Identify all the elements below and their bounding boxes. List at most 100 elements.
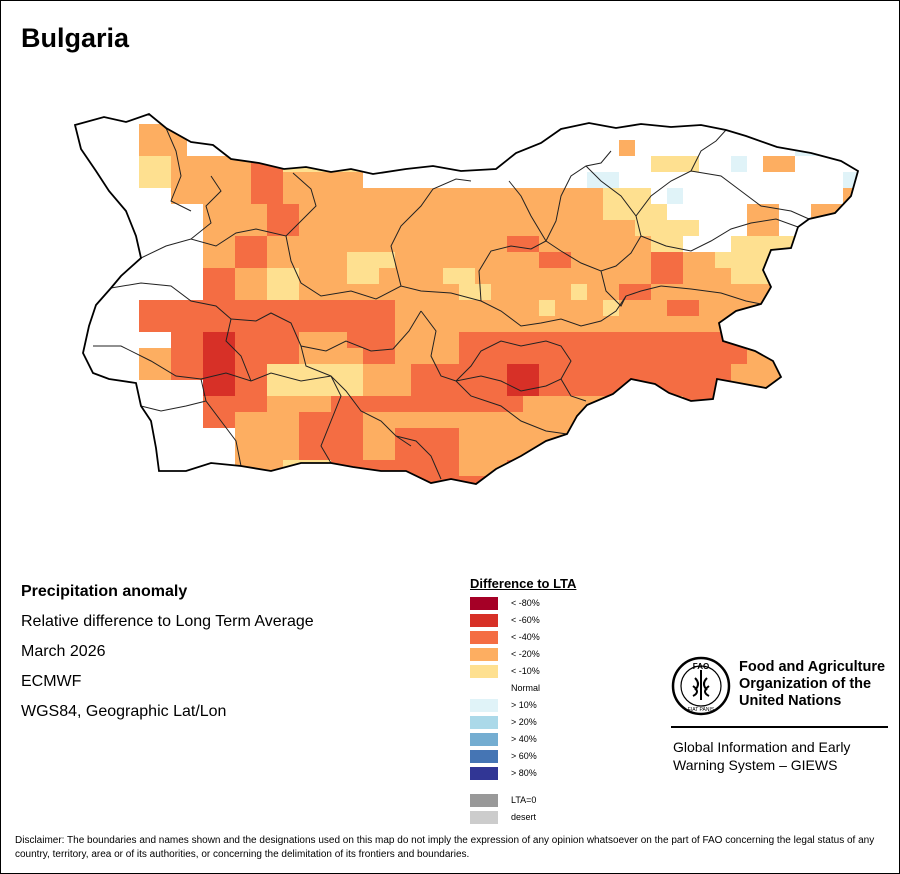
anomaly-cell	[715, 380, 731, 396]
anomaly-cell	[603, 348, 619, 364]
anomaly-cell	[635, 188, 651, 204]
anomaly-cell	[443, 316, 459, 332]
anomaly-cell	[411, 412, 427, 428]
anomaly-cell	[891, 188, 899, 204]
anomaly-cell	[507, 236, 523, 252]
anomaly-cell	[683, 156, 699, 172]
anomaly-cell	[459, 236, 475, 252]
anomaly-cell	[571, 364, 587, 380]
anomaly-cell	[331, 380, 347, 396]
anomaly-cell	[699, 332, 715, 348]
anomaly-cell	[411, 476, 427, 484]
anomaly-cell	[683, 284, 699, 300]
legend-swatch	[470, 794, 498, 807]
anomaly-cell	[843, 140, 858, 156]
anomaly-cell	[555, 380, 571, 396]
anomaly-cell	[379, 268, 395, 284]
anomaly-cell	[315, 268, 331, 284]
anomaly-cell	[667, 316, 683, 332]
anomaly-cell	[475, 412, 491, 428]
anomaly-cell	[731, 348, 747, 364]
anomaly-cell	[539, 364, 555, 380]
anomaly-cell	[475, 252, 491, 268]
anomaly-cell	[443, 444, 459, 460]
anomaly-cell	[507, 444, 523, 460]
anomaly-cell	[331, 172, 347, 188]
anomaly-cell	[139, 124, 155, 140]
anomaly-cell	[651, 412, 667, 428]
anomaly-cell	[635, 396, 651, 412]
anomaly-cell	[491, 364, 507, 380]
anomaly-cell	[571, 380, 587, 396]
anomaly-cell	[347, 172, 363, 188]
anomaly-cell	[411, 444, 427, 460]
anomaly-cell	[507, 124, 523, 140]
anomaly-cell	[715, 284, 731, 300]
anomaly-cell	[635, 236, 651, 252]
anomaly-cell	[299, 172, 315, 188]
anomaly-cell	[363, 188, 379, 204]
giews-line2: Warning System – GIEWS	[673, 757, 838, 773]
anomaly-cell	[491, 124, 507, 140]
anomaly-cell	[491, 268, 507, 284]
anomaly-cell	[299, 188, 315, 204]
anomaly-cell	[811, 220, 827, 236]
anomaly-cell	[379, 316, 395, 332]
anomaly-cell	[299, 204, 315, 220]
anomaly-cell	[251, 220, 267, 236]
anomaly-cell	[699, 460, 715, 476]
anomaly-cell	[139, 140, 155, 156]
anomaly-cell	[331, 220, 347, 236]
anomaly-cell	[251, 476, 267, 484]
anomaly-cell	[443, 460, 459, 476]
anomaly-cell	[539, 444, 555, 460]
anomaly-cell	[363, 316, 379, 332]
anomaly-cell	[779, 284, 795, 300]
anomaly-cell	[731, 364, 747, 380]
anomaly-cell	[443, 236, 459, 252]
anomaly-cell	[347, 396, 363, 412]
anomaly-cell	[571, 268, 587, 284]
anomaly-cell	[347, 348, 363, 364]
anomaly-cell	[251, 300, 267, 316]
anomaly-cell	[731, 268, 747, 284]
anomaly-cell	[299, 428, 315, 444]
anomaly-cell	[491, 188, 507, 204]
anomaly-cell	[411, 284, 427, 300]
anomaly-cell	[219, 284, 235, 300]
anomaly-cell	[251, 412, 267, 428]
anomaly-cell	[251, 284, 267, 300]
anomaly-cell	[459, 204, 475, 220]
anomaly-cell	[235, 284, 251, 300]
anomaly-cell	[571, 220, 587, 236]
anomaly-cell	[635, 332, 651, 348]
anomaly-cell	[299, 156, 315, 172]
anomaly-cell	[395, 396, 411, 412]
anomaly-cell	[283, 332, 299, 348]
anomaly-cell	[235, 316, 251, 332]
anomaly-cell	[411, 396, 427, 412]
anomaly-cell	[379, 236, 395, 252]
anomaly-cell	[443, 412, 459, 428]
anomaly-cell	[523, 332, 539, 348]
anomaly-cell	[235, 300, 251, 316]
anomaly-cell	[315, 220, 331, 236]
anomaly-cell	[603, 412, 619, 428]
anomaly-cell	[347, 300, 363, 316]
anomaly-cell	[187, 364, 203, 380]
anomaly-cell	[619, 204, 635, 220]
fao-name: Food and Agriculture Organization of the…	[739, 659, 885, 710]
anomaly-cell	[587, 188, 603, 204]
anomaly-cell	[347, 188, 363, 204]
province-borders	[93, 127, 810, 480]
anomaly-cell	[299, 380, 315, 396]
anomaly-cell	[875, 204, 891, 220]
anomaly-cell	[363, 380, 379, 396]
anomaly-cell	[507, 220, 523, 236]
anomaly-cell	[683, 332, 699, 348]
anomaly-cell	[779, 156, 795, 172]
anomaly-cell	[283, 396, 299, 412]
anomaly-cell	[315, 332, 331, 348]
anomaly-cell	[811, 332, 827, 348]
anomaly-cell	[331, 300, 347, 316]
